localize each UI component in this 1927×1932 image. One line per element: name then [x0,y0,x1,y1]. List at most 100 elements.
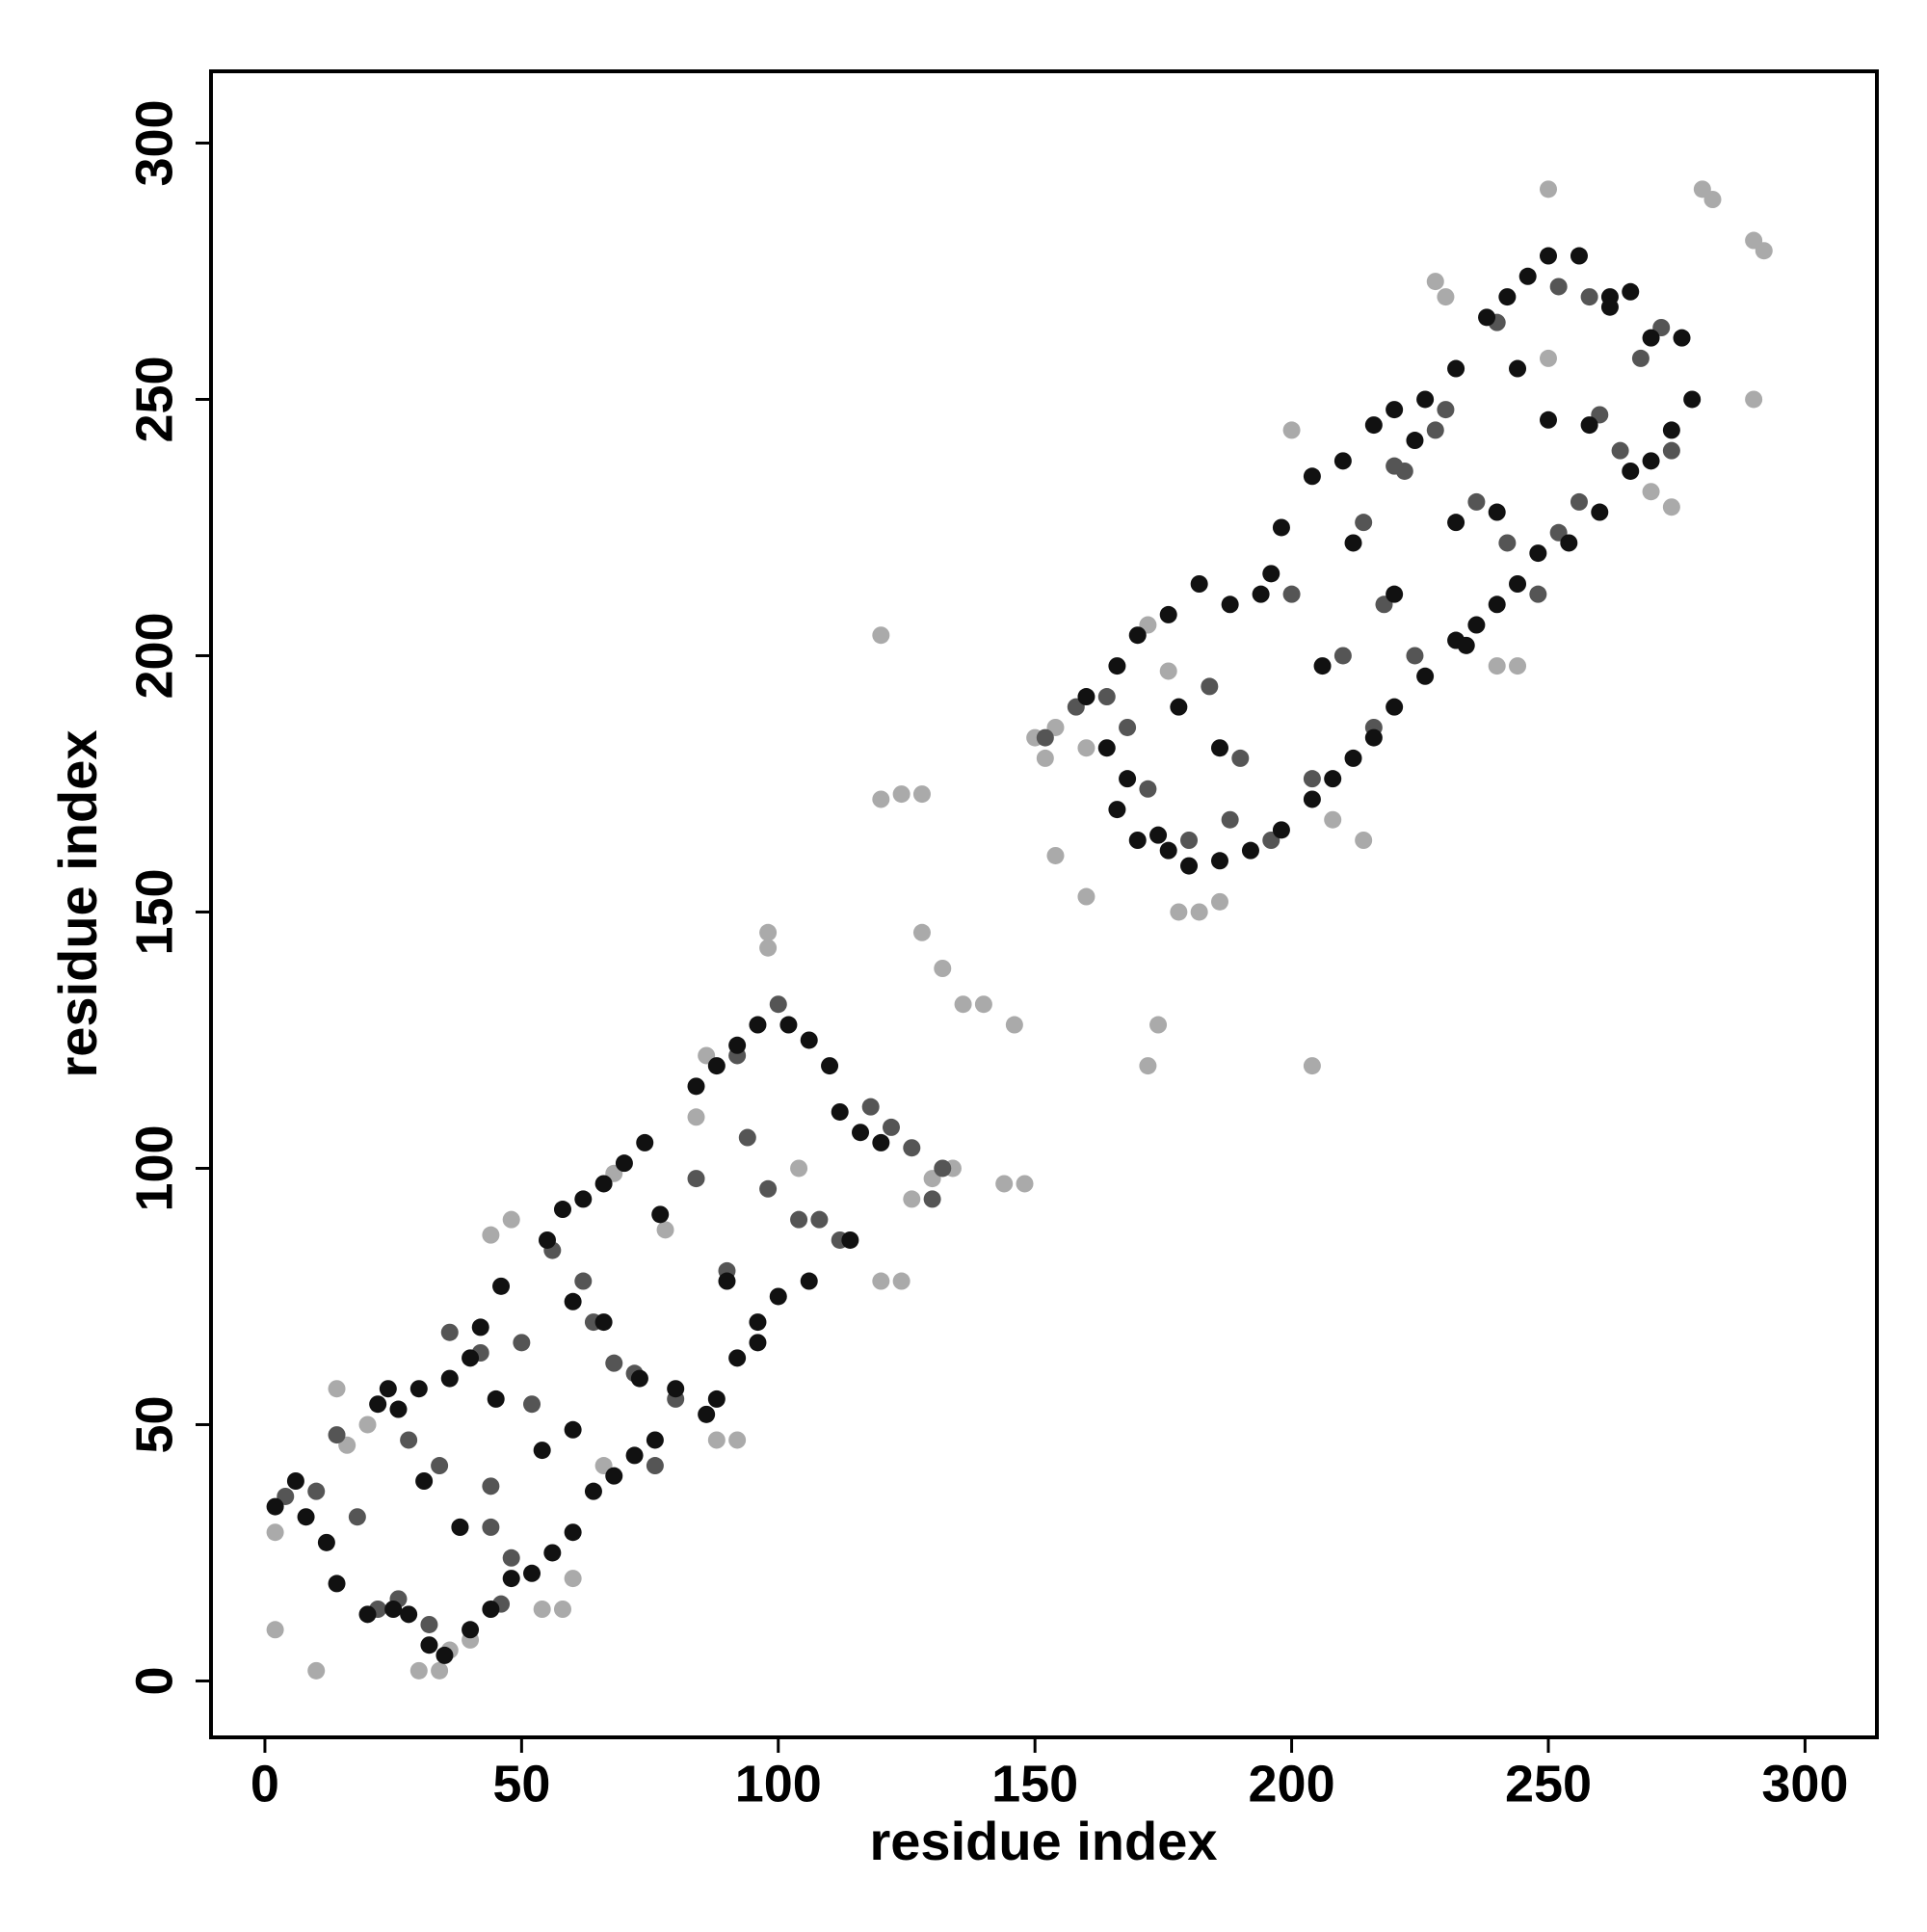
point [513,1334,531,1352]
point [266,1497,284,1516]
point [1642,483,1660,501]
point [790,1210,808,1229]
x-tick-label: 200 [1249,1755,1335,1813]
point [1139,780,1157,798]
x-tick-label: 250 [1505,1755,1592,1813]
point [1406,432,1424,450]
point [266,1621,284,1639]
point [728,1431,747,1449]
point [903,1190,921,1208]
point [400,1605,418,1624]
point [492,1277,511,1295]
point [574,1190,593,1208]
point [1673,329,1691,347]
point [1128,832,1147,849]
point [1170,903,1188,921]
point [779,1016,798,1034]
point [409,1661,428,1680]
point [297,1508,315,1526]
point [1159,605,1177,623]
x-tick-label: 100 [735,1755,822,1813]
point [1180,832,1199,849]
point [471,1318,489,1337]
point [1386,457,1404,475]
point [1108,657,1126,675]
point [630,1369,648,1388]
point [1631,349,1650,367]
point [543,1544,562,1562]
point [1498,288,1517,306]
point [831,1102,849,1121]
point [667,1380,685,1398]
point [384,1601,403,1618]
point [1077,887,1095,906]
point [1457,636,1475,654]
point [1416,667,1435,685]
y-tick-label: 300 [125,99,183,186]
point [482,1226,500,1244]
point [892,785,911,804]
point [872,790,890,808]
point [451,1518,469,1536]
point [1478,308,1496,327]
point [1231,749,1250,767]
point [749,1313,767,1332]
point [482,1601,500,1618]
point [1149,1016,1168,1034]
point [861,1098,880,1116]
point [1221,595,1239,614]
point [1539,180,1557,198]
point [1426,421,1444,439]
point [1077,739,1095,757]
x-tick-label: 300 [1761,1755,1848,1813]
point [328,1575,346,1593]
y-tick-label: 0 [125,1666,183,1695]
point [307,1482,326,1500]
point [1580,416,1598,435]
point [1662,441,1680,460]
point [912,785,931,804]
point [1570,492,1588,511]
point [1560,534,1578,552]
y-tick-label: 200 [125,612,183,699]
point [698,1405,716,1423]
point [440,1323,459,1341]
point [1210,852,1228,870]
point [872,626,890,645]
point [1077,688,1095,706]
point [482,1477,500,1495]
point [934,960,952,977]
point [502,1210,520,1229]
point [872,1272,890,1290]
y-tick-label: 100 [125,1125,183,1211]
point [358,1416,377,1434]
point [1046,846,1065,864]
point [1344,534,1362,552]
point [1139,1057,1157,1075]
point [1303,790,1321,808]
point [1159,662,1177,680]
point [1333,452,1352,470]
point [379,1380,397,1398]
point [615,1154,633,1173]
point [1108,801,1126,819]
point [328,1426,346,1444]
point [718,1272,736,1290]
point [523,1564,541,1582]
point [1272,518,1290,537]
point [1447,514,1465,532]
point [1518,267,1537,285]
point [1210,892,1228,911]
point [1364,416,1383,435]
point [1447,359,1465,378]
point [1683,390,1702,409]
point [728,1036,747,1054]
point [707,1389,726,1408]
point [1539,410,1557,429]
point [358,1605,377,1624]
point [687,1170,705,1188]
point [1262,565,1280,583]
point [1303,467,1321,486]
point [348,1508,366,1526]
